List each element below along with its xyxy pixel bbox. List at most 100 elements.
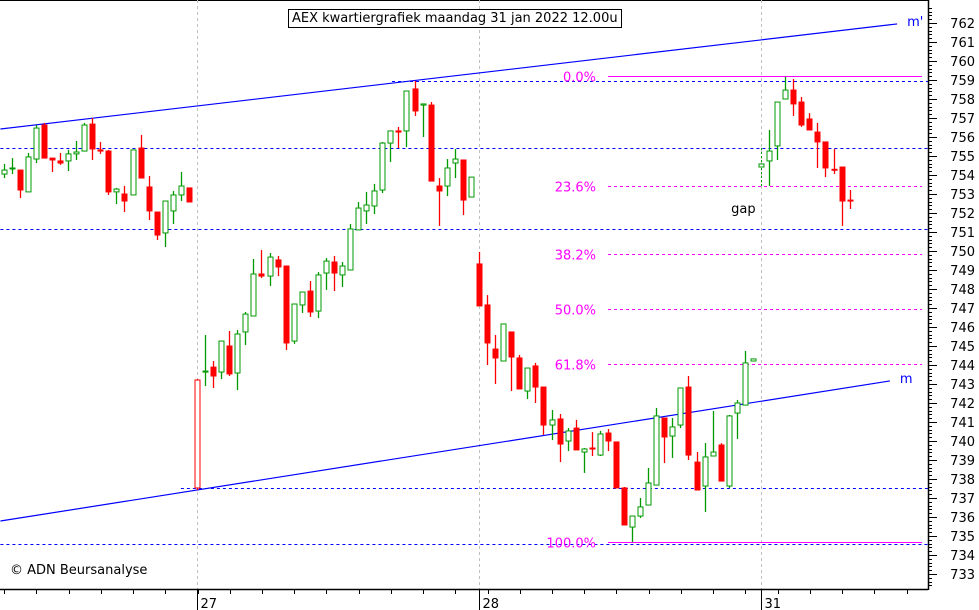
candle-body <box>226 345 233 375</box>
trendline-label: m <box>900 372 913 387</box>
candle-body <box>629 515 636 528</box>
candle-body <box>41 124 48 159</box>
y-tick-label: 734 <box>950 549 975 564</box>
candle-up <box>758 163 765 168</box>
candle-up <box>234 330 241 391</box>
candle-body <box>557 418 564 445</box>
candle-down <box>89 118 96 160</box>
candle-body <box>178 185 185 196</box>
candle-up <box>81 122 88 152</box>
candle-body <box>291 303 298 342</box>
candle-down <box>226 330 233 377</box>
candle-body <box>573 427 580 451</box>
candle-body <box>782 89 789 100</box>
candle-down <box>516 354 523 390</box>
candle-body <box>387 130 394 144</box>
y-tick-label: 758 <box>950 93 975 108</box>
y-tick-label: 756 <box>950 131 975 146</box>
y-tick-label: 759 <box>950 74 975 89</box>
candle-body <box>468 176 475 198</box>
candle-body <box>613 441 620 489</box>
candle-body <box>621 487 628 526</box>
x-day-label: 31 <box>765 597 782 610</box>
candle-down <box>839 166 846 226</box>
candle-body <box>162 200 169 234</box>
candle-down <box>694 452 701 491</box>
y-tick-label: 751 <box>950 226 975 241</box>
candle-down <box>718 443 725 482</box>
candle-body <box>250 273 257 317</box>
candle-up <box>379 141 386 194</box>
candle-up <box>774 101 781 160</box>
fibonacci-label: 23.6% <box>555 181 596 196</box>
candle-body <box>371 190 378 207</box>
candle-body <box>484 304 491 344</box>
candle-down <box>138 134 145 179</box>
y-tick-label: 749 <box>950 264 975 279</box>
candle-up <box>734 399 741 439</box>
y-tick-label: 747 <box>950 302 975 317</box>
candle-down <box>186 187 193 203</box>
candle-body <box>605 432 612 442</box>
candle-body <box>460 159 467 201</box>
candle-body <box>218 340 225 373</box>
candle-up <box>677 387 684 429</box>
candle-up <box>250 258 257 317</box>
candle-body <box>258 273 265 277</box>
candle-up <box>403 90 410 148</box>
candle-up <box>315 272 322 319</box>
candle-body <box>694 461 701 491</box>
fibonacci-label: 50.0% <box>555 304 596 319</box>
candle-body <box>1 169 8 175</box>
candle-body <box>81 124 88 152</box>
candle-body <box>25 156 32 193</box>
candle-body <box>9 167 16 170</box>
y-tick-label: 743 <box>950 378 975 393</box>
gap-annotation: gap <box>731 202 755 217</box>
candle-up <box>524 367 531 400</box>
candle-up <box>444 159 451 197</box>
candle-up <box>323 258 330 290</box>
candle-up <box>549 410 556 441</box>
candle-down <box>307 281 314 317</box>
candle-down <box>557 414 564 463</box>
candle-body <box>516 357 523 390</box>
candle-up <box>750 358 757 362</box>
candle-body <box>363 204 370 212</box>
candle-up <box>637 498 644 518</box>
candle-down <box>121 186 128 213</box>
candle-body <box>661 417 668 438</box>
candle-down <box>283 265 290 350</box>
candle-down <box>798 96 805 127</box>
candle-body <box>299 291 306 306</box>
y-tick-label: 739 <box>950 454 975 469</box>
candle-up <box>452 148 459 179</box>
candle-body <box>500 323 507 362</box>
candle-up <box>9 158 16 175</box>
candle-body <box>210 366 217 377</box>
candle-body <box>130 149 137 196</box>
candle-body <box>355 207 362 231</box>
candle-body <box>105 150 112 193</box>
candle-body <box>774 101 781 147</box>
candle-body <box>339 265 346 276</box>
candle-up <box>581 448 588 473</box>
fibonacci-label: 100.0% <box>546 537 596 552</box>
candle-up <box>202 334 209 387</box>
candle-body <box>814 131 821 143</box>
candle-down <box>831 148 838 175</box>
candle-body <box>444 167 451 187</box>
candle-body <box>710 451 717 457</box>
candle-up <box>387 130 394 163</box>
candle-body <box>798 101 805 126</box>
candle-down <box>532 362 539 403</box>
candle-up <box>178 171 185 202</box>
candle-body <box>581 448 588 453</box>
y-tick-label: 754 <box>950 169 975 184</box>
fibonacci-label: 0.0% <box>563 71 596 86</box>
candle-up <box>25 152 32 193</box>
candle-body <box>307 290 314 313</box>
candle-down <box>57 152 64 165</box>
candle-down <box>105 149 112 195</box>
